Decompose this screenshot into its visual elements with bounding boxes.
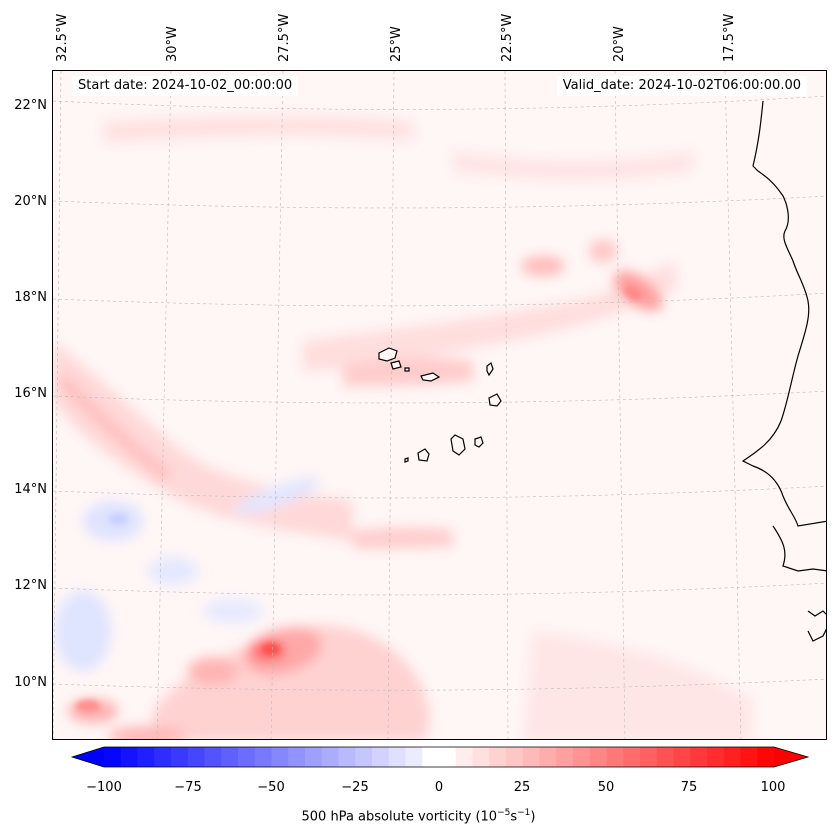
colorbar-segment bbox=[422, 747, 440, 767]
colorbar-segment bbox=[388, 747, 406, 767]
colorbar-tick: −25 bbox=[341, 780, 369, 795]
colorbar-tick: 25 bbox=[513, 780, 531, 795]
colorbar-segment bbox=[489, 747, 507, 767]
colorbar-tick: −75 bbox=[174, 780, 202, 795]
colorbar bbox=[70, 746, 810, 768]
colorbar-segment bbox=[104, 747, 122, 767]
colorbar-segment bbox=[472, 747, 490, 767]
colorbar-segment bbox=[405, 747, 423, 767]
lat-label-22n: 22°N bbox=[14, 98, 47, 113]
valid-date-label: Valid_date: 2024-10-02T06:00:00.00 bbox=[556, 76, 807, 96]
colorbar-tick: 0 bbox=[434, 780, 444, 795]
colorbar-tick: 50 bbox=[597, 780, 615, 795]
colorbar-segment bbox=[288, 747, 306, 767]
colorbar-segment bbox=[137, 747, 155, 767]
colorbar-segment bbox=[640, 747, 658, 767]
colorbar-segment bbox=[154, 747, 172, 767]
colorbar-segment bbox=[690, 747, 708, 767]
coastline bbox=[741, 100, 826, 642]
map-panel bbox=[52, 70, 827, 740]
colorbar-segment bbox=[120, 747, 138, 767]
gridlines bbox=[53, 71, 826, 739]
colorbar-segment bbox=[506, 747, 524, 767]
colorbar-segment bbox=[305, 747, 323, 767]
lon-label-27-5w: 27.5°W bbox=[277, 13, 292, 62]
lat-label-12n: 12°N bbox=[14, 578, 47, 593]
colorbar-segment bbox=[623, 747, 641, 767]
colorbar-segment bbox=[707, 747, 725, 767]
colorbar-tick: 75 bbox=[680, 780, 698, 795]
colorbar-segment bbox=[606, 747, 624, 767]
colorbar-segment bbox=[556, 747, 574, 767]
lat-label-10n: 10°N bbox=[14, 675, 47, 690]
colorbar-segment bbox=[372, 747, 390, 767]
colorbar-segment bbox=[673, 747, 691, 767]
colorbar-segment bbox=[338, 747, 356, 767]
colorbar-segment bbox=[723, 747, 741, 767]
colorbar-segment bbox=[321, 747, 339, 767]
colorbar-segment bbox=[439, 747, 457, 767]
colorbar-segment bbox=[656, 747, 674, 767]
colorbar-outline bbox=[70, 746, 810, 768]
colorbar-tick: −100 bbox=[86, 780, 122, 795]
colorbar-segment bbox=[204, 747, 222, 767]
cape-verde-islands bbox=[378, 347, 502, 463]
colorbar-segment bbox=[573, 747, 591, 767]
colorbar-segment bbox=[221, 747, 239, 767]
lat-label-18n: 18°N bbox=[14, 290, 47, 305]
vorticity-contours bbox=[53, 115, 753, 739]
colorbar-segment bbox=[589, 747, 607, 767]
lon-label-30w: 30°W bbox=[165, 26, 180, 62]
colorbar-extend-max bbox=[774, 747, 808, 767]
lat-label-14n: 14°N bbox=[14, 482, 47, 497]
vorticity-field bbox=[53, 71, 826, 739]
colorbar-extend-min bbox=[72, 747, 104, 767]
colorbar-segment bbox=[740, 747, 758, 767]
fine-contours bbox=[76, 285, 642, 712]
lon-label-32-5w: 32.5°W bbox=[55, 13, 70, 62]
colorbar-segment bbox=[238, 747, 256, 767]
start-date-label: Start date: 2024-10-02_00:00:00 bbox=[72, 76, 299, 96]
lat-label-16n: 16°N bbox=[14, 386, 47, 401]
colorbar-segment bbox=[355, 747, 373, 767]
colorbar-tick: −50 bbox=[257, 780, 285, 795]
colorbar-tick: 100 bbox=[760, 780, 786, 795]
colorbar-segment bbox=[171, 747, 189, 767]
colorbar-segment bbox=[757, 747, 775, 767]
lon-label-20w: 20°W bbox=[612, 26, 627, 62]
lon-label-25w: 25°W bbox=[389, 26, 404, 62]
colorbar-segment bbox=[455, 747, 473, 767]
colorbar-segment bbox=[187, 747, 205, 767]
lat-label-20n: 20°N bbox=[14, 194, 47, 209]
colorbar-label: 500 hPa absolute vorticity (10−5s−1) bbox=[301, 808, 536, 825]
lon-label-17-5w: 17.5°W bbox=[722, 13, 737, 62]
colorbar-segment bbox=[271, 747, 289, 767]
colorbar-segment bbox=[254, 747, 272, 767]
lon-label-22-5w: 22.5°W bbox=[500, 13, 515, 62]
colorbar-segment bbox=[522, 747, 540, 767]
colorbar-segment bbox=[539, 747, 557, 767]
